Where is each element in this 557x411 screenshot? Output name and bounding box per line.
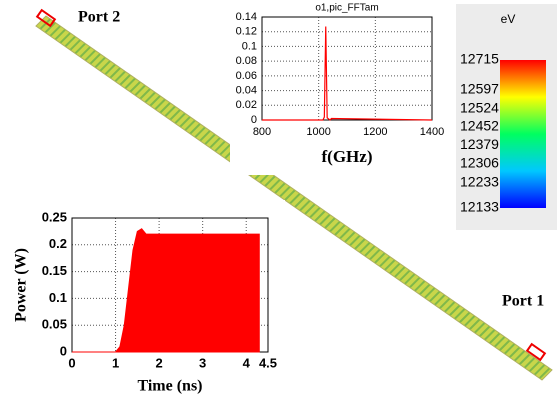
colorbar-tick-label: 12379 <box>460 136 499 152</box>
y-tick-label: 0.08 <box>236 55 257 67</box>
port-label: Port 1 <box>502 293 544 310</box>
colorbar-title: eV <box>501 12 516 26</box>
colorbar-tick-label: 12524 <box>460 99 499 115</box>
y-tick-label: 0 <box>251 114 257 126</box>
x-tick-label: 4.5 <box>259 355 277 370</box>
colorbar-tick-label: 12597 <box>460 81 499 97</box>
y-tick-label: 0.1 <box>49 290 67 305</box>
colorbar-tick-label: 12306 <box>460 155 499 171</box>
x-axis-label: f(GHz) <box>322 147 373 166</box>
y-tick-label: 0.06 <box>236 70 257 82</box>
y-tick-label: 0.12 <box>236 26 257 38</box>
colorbar-tick-label: 12133 <box>460 199 499 215</box>
colorbar-tick-label: 12452 <box>460 118 499 134</box>
figure: Port 2 Port 1 eV 12715125971252412452123… <box>0 0 557 411</box>
x-tick-label: 1000 <box>306 126 330 138</box>
y-tick-label: 0.05 <box>42 317 67 332</box>
x-axis-label: Time (ns) <box>137 378 202 395</box>
y-tick-label: 0.2 <box>49 236 67 251</box>
x-tick-label: 2 <box>155 355 162 370</box>
port-label: Port 2 <box>78 9 120 26</box>
x-tick-label: 4 <box>243 355 251 370</box>
y-tick-label: 0.15 <box>42 263 67 278</box>
y-tick-label: 0.25 <box>42 209 67 224</box>
x-tick-label: 0 <box>68 355 75 370</box>
y-tick-label: 0 <box>60 343 67 358</box>
x-tick-label: 1400 <box>420 126 444 138</box>
x-tick-label: 1 <box>112 355 119 370</box>
colorbar <box>500 60 546 208</box>
chart-title: o1,pic_FFTam <box>315 3 378 14</box>
y-tick-label: 0.04 <box>236 84 257 96</box>
x-tick-label: 800 <box>253 126 271 138</box>
y-tick-label: 0.02 <box>236 99 257 111</box>
x-tick-label: 3 <box>199 355 206 370</box>
colorbar-tick-label: 12715 <box>460 51 499 67</box>
x-tick-label: 1200 <box>363 126 387 138</box>
colorbar-tick-label: 12233 <box>460 173 499 189</box>
y-axis-label: Power (W) <box>13 248 30 322</box>
y-tick-label: 0.14 <box>236 11 257 23</box>
y-tick-label: 0.1 <box>242 40 257 52</box>
